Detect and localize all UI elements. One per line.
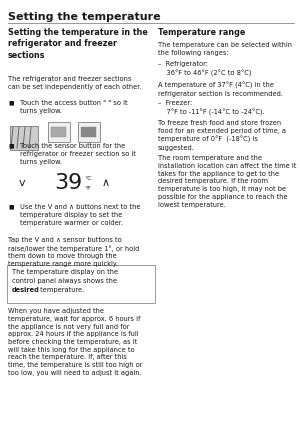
Text: Setting the temperature: Setting the temperature xyxy=(8,12,160,22)
FancyBboxPatch shape xyxy=(48,122,70,142)
Text: ∧: ∧ xyxy=(102,178,110,188)
FancyBboxPatch shape xyxy=(78,122,100,142)
Text: ■: ■ xyxy=(8,143,14,148)
Text: –  Refrigerator:: – Refrigerator: xyxy=(158,61,208,67)
Text: 39: 39 xyxy=(54,173,82,193)
Text: Touch the sensor button for the
refrigerator or freezer section so it
turns yell: Touch the sensor button for the refriger… xyxy=(20,143,136,164)
Text: v: v xyxy=(19,178,25,188)
Text: desired: desired xyxy=(12,287,40,293)
Text: The room temperature and the
installation location can affect the time it
takes : The room temperature and the installatio… xyxy=(158,155,296,207)
Text: Use the V and ∧ buttons next to the
temperature display to set the
temperature w: Use the V and ∧ buttons next to the temp… xyxy=(20,204,140,226)
Text: Setting the temperature in the
refrigerator and freezer
sections: Setting the temperature in the refrigera… xyxy=(8,28,148,60)
Text: A temperature of 37°F (4°C) in the
refrigerator section is recommended.: A temperature of 37°F (4°C) in the refri… xyxy=(158,82,283,97)
Text: The refrigerator and freezer sections
can be set independently of each other.: The refrigerator and freezer sections ca… xyxy=(8,76,142,90)
Text: The temperature display on the: The temperature display on the xyxy=(12,269,118,275)
FancyBboxPatch shape xyxy=(10,126,38,150)
Text: Temperature range: Temperature range xyxy=(158,28,245,37)
Text: –  Freezer:: – Freezer: xyxy=(158,100,192,106)
Text: °C: °C xyxy=(84,176,92,181)
Text: To freeze fresh food and store frozen
food for an extended period of time, a
tem: To freeze fresh food and store frozen fo… xyxy=(158,120,286,151)
FancyBboxPatch shape xyxy=(7,265,155,303)
Text: Tap the V and ∧ sensor buttons to
raise/lower the temperature 1°, or hold
them d: Tap the V and ∧ sensor buttons to raise/… xyxy=(8,237,140,267)
Text: The temperature can be selected within
the following ranges:: The temperature can be selected within t… xyxy=(158,42,292,56)
Text: temperature.: temperature. xyxy=(38,287,84,293)
FancyBboxPatch shape xyxy=(81,127,96,137)
Text: When you have adjusted the
temperature, wait for approx. 6 hours if
the applianc: When you have adjusted the temperature, … xyxy=(8,308,142,376)
Text: control panel always shows the: control panel always shows the xyxy=(12,278,117,284)
Text: Touch the access button " " so it
turns yellow.: Touch the access button " " so it turns … xyxy=(20,100,128,114)
Text: °F: °F xyxy=(84,185,91,190)
Text: ■: ■ xyxy=(8,204,14,209)
Text: 36°F to 46°F (2°C to 8°C): 36°F to 46°F (2°C to 8°C) xyxy=(158,70,251,77)
FancyBboxPatch shape xyxy=(51,127,66,137)
Text: ■: ■ xyxy=(8,100,14,105)
Text: 7°F to -11°F (-14°C to -24°C).: 7°F to -11°F (-14°C to -24°C). xyxy=(158,109,265,116)
